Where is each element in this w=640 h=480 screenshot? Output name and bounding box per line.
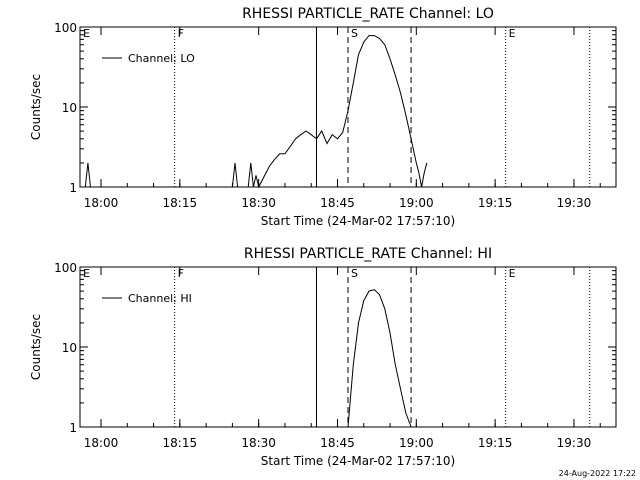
legend-label: Channel: HI bbox=[128, 292, 192, 305]
y-tick-label: 100 bbox=[54, 261, 77, 275]
marker-label: E bbox=[83, 27, 90, 40]
x-tick-label: 19:15 bbox=[478, 196, 513, 210]
x-tick-label: 18:15 bbox=[163, 436, 198, 450]
x-tick-label: 18:15 bbox=[163, 196, 198, 210]
panel-lo: RHESSI PARTICLE_RATE Channel: LO 18:00 18:… bbox=[29, 6, 617, 228]
series-line bbox=[80, 35, 428, 189]
x-tick-label: 19:00 bbox=[399, 196, 434, 210]
x-tick-label: 19:15 bbox=[478, 436, 513, 450]
x-tick-label: 18:30 bbox=[241, 196, 276, 210]
x-axis-label: Start Time (24-Mar-02 17:57:10) bbox=[261, 454, 455, 468]
x-tick-label: 18:00 bbox=[84, 196, 119, 210]
panel-hi: RHESSI PARTICLE_RATE Channel: HI 18:00 18:… bbox=[29, 246, 617, 468]
x-tick-label: 18:45 bbox=[320, 436, 355, 450]
legend-label: Channel: LO bbox=[128, 52, 195, 65]
marker-label: E bbox=[83, 267, 90, 280]
x-tick-label: 19:30 bbox=[557, 196, 592, 210]
x-tick-label: 18:45 bbox=[320, 196, 355, 210]
x-tick-label: 19:00 bbox=[399, 436, 434, 450]
chart-title: RHESSI PARTICLE_RATE Channel: LO bbox=[242, 6, 494, 22]
y-tick-label: 1 bbox=[69, 181, 77, 195]
marker-label: E bbox=[509, 267, 516, 280]
footer-timestamp: 24-Aug-2022 17:22 bbox=[559, 469, 636, 478]
marker-label: E bbox=[509, 27, 516, 40]
y-tick-label: 10 bbox=[62, 101, 77, 115]
x-tick-label: 18:00 bbox=[84, 436, 119, 450]
series-line bbox=[347, 289, 412, 428]
y-tick-label: 100 bbox=[54, 21, 77, 35]
marker-label: S bbox=[351, 267, 358, 280]
marker-label: F bbox=[178, 27, 184, 40]
marker-label: S bbox=[351, 27, 358, 40]
x-tick-label: 18:30 bbox=[241, 436, 276, 450]
y-tick-label: 10 bbox=[62, 341, 77, 355]
chart-title: RHESSI PARTICLE_RATE Channel: HI bbox=[244, 246, 492, 262]
x-tick-label: 19:30 bbox=[557, 436, 592, 450]
marker-label: F bbox=[178, 267, 184, 280]
y-tick-label: 1 bbox=[69, 421, 77, 435]
x-axis-label: Start Time (24-Mar-02 17:57:10) bbox=[261, 214, 455, 228]
y-axis-label: Counts/sec bbox=[29, 314, 43, 380]
y-axis-label: Counts/sec bbox=[29, 74, 43, 140]
